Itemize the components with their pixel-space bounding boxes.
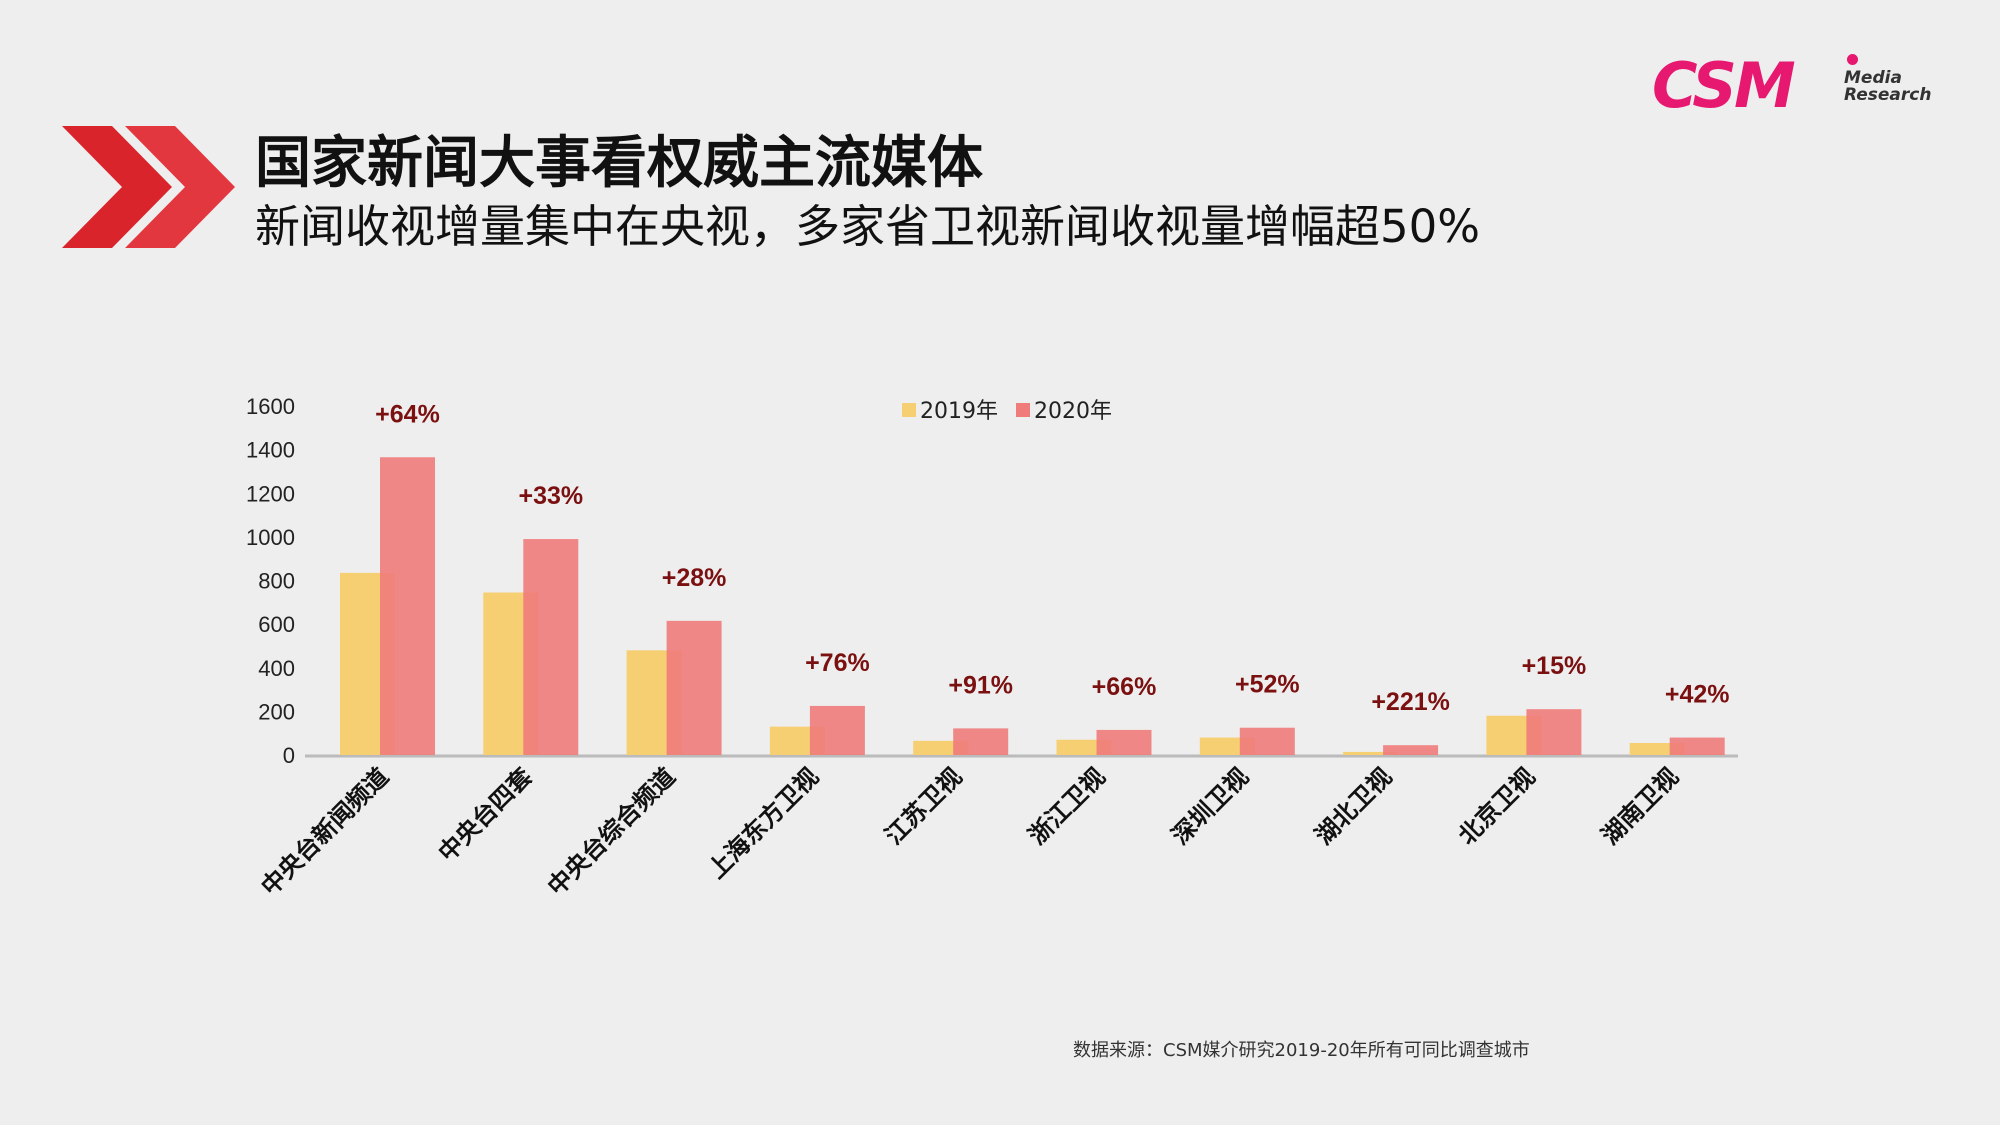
y-tick-label: 1400 xyxy=(246,438,295,463)
legend-swatch-2020 xyxy=(1016,403,1030,417)
logo-line-media: Media xyxy=(1844,68,1902,88)
x-tick-label: 中央台四套 xyxy=(433,762,538,867)
bar-2020 xyxy=(666,620,722,755)
y-tick-label: 200 xyxy=(258,699,295,724)
bar-2019 xyxy=(1343,751,1399,755)
x-tick-label: 湖北卫视 xyxy=(1310,762,1398,850)
bar-2020 xyxy=(1096,729,1152,755)
x-tick-label: 中央台新闻频道 xyxy=(256,762,395,901)
y-tick-label: 400 xyxy=(258,656,295,681)
legend-label-2019: 2019年 xyxy=(920,399,998,424)
bar-2020 xyxy=(380,457,435,755)
bar-2020 xyxy=(1239,727,1295,755)
x-tick-label: 中央台综合频道 xyxy=(542,762,681,901)
y-tick-label: 0 xyxy=(283,743,295,768)
growth-label: +52% xyxy=(1235,671,1300,699)
growth-label: +64% xyxy=(375,400,440,428)
growth-label: +76% xyxy=(805,649,870,677)
growth-label: +66% xyxy=(1092,673,1157,701)
growth-label: +33% xyxy=(518,482,583,510)
bar-2019 xyxy=(1629,743,1685,755)
bar-2020 xyxy=(809,705,865,755)
y-tick-label: 1200 xyxy=(246,481,295,506)
data-source-note: 数据来源：CSM媒介研究2019-20年所有可同比调查城市 xyxy=(1073,1040,1530,1061)
growth-label: +28% xyxy=(662,564,727,592)
growth-label: +91% xyxy=(948,671,1013,699)
x-tick-label: 江苏卫视 xyxy=(880,762,968,850)
bar-2020 xyxy=(1669,737,1725,755)
double-chevron-icon xyxy=(62,126,235,248)
csm-logo: CSM Media Research xyxy=(1652,52,1942,120)
logo-wordmark: CSM xyxy=(1652,49,1796,122)
growth-label: +42% xyxy=(1665,681,1730,709)
legend-label-2020: 2020年 xyxy=(1034,399,1112,424)
page-title: 国家新闻大事看权威主流媒体 xyxy=(255,131,983,196)
page-subtitle: 新闻收视增量集中在央视，多家省卫视新闻收视量增幅超50% xyxy=(255,200,1481,253)
legend-swatch-2019 xyxy=(902,403,916,417)
logo-line-research: Research xyxy=(1844,85,1932,105)
logo-subtitle: Media Research xyxy=(1844,70,1931,104)
y-tick-label: 600 xyxy=(258,612,295,637)
x-tick-label: 深圳卫视 xyxy=(1166,762,1254,850)
bar-2020 xyxy=(1526,709,1582,755)
bar-2020 xyxy=(523,539,579,755)
y-tick-label: 1600 xyxy=(246,394,295,419)
x-tick-label: 浙江卫视 xyxy=(1023,762,1111,850)
bar-2020 xyxy=(953,728,1009,755)
bar-2020 xyxy=(1383,745,1439,755)
logo-dot xyxy=(1847,54,1858,65)
y-tick-label: 1000 xyxy=(246,525,295,550)
y-tick-label: 800 xyxy=(258,569,295,594)
growth-label: +221% xyxy=(1371,688,1450,716)
x-tick-label: 北京卫视 xyxy=(1453,762,1541,850)
x-tick-label: 上海东方卫视 xyxy=(703,762,825,884)
x-tick-label: 湖南卫视 xyxy=(1596,762,1684,850)
growth-label: +15% xyxy=(1522,652,1587,680)
